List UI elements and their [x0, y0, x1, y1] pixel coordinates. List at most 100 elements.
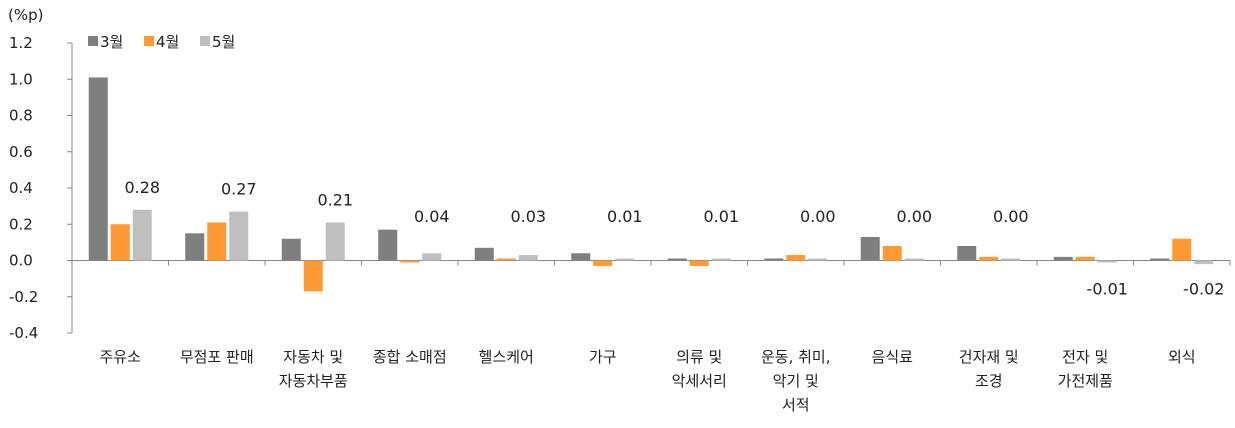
bar-4월-4 [496, 258, 516, 261]
category-label: 주유소 [100, 348, 142, 366]
data-label: -0.02 [1183, 280, 1224, 299]
bar-5월-5 [615, 258, 635, 261]
data-label: 0.27 [221, 180, 257, 199]
data-label: 0.00 [993, 207, 1029, 226]
category-label-line: 자동차 및 [283, 348, 343, 366]
category-label-line: 헬스케어 [479, 348, 534, 366]
bar-4월-0 [110, 224, 130, 261]
category-label: 무점포 판매 [180, 348, 254, 366]
bar-5월-9 [1001, 258, 1021, 261]
category-label-line: 종합 소매점 [373, 348, 447, 366]
category-label-line: 의류 및 [676, 348, 722, 366]
bar-3월-5 [571, 253, 591, 261]
bar-5월-2 [325, 222, 345, 261]
category-label: 헬스케어 [479, 348, 534, 366]
data-label: 0.00 [800, 207, 836, 226]
bar-5월-4 [518, 255, 538, 261]
bar-5월-11 [1194, 260, 1214, 265]
bar-5월-8 [904, 258, 924, 261]
bar-4월-9 [979, 256, 999, 261]
bar-3월-4 [474, 247, 494, 261]
data-label: 0.04 [414, 207, 450, 226]
y-axis: 1.2 1.0 0.8 0.6 0.4 0.2 0.0 -0.2 -0.4 [9, 34, 73, 342]
data-label: 0.21 [317, 190, 353, 209]
category-label-line: 서적 [782, 396, 810, 414]
data-label: -0.01 [1087, 280, 1128, 299]
legend-label: 3월 [100, 33, 123, 51]
legend-swatch [144, 36, 154, 46]
y-tick-label: 0.0 [9, 252, 33, 270]
category-label: 외식 [1168, 348, 1196, 366]
bar-3월-10 [1053, 256, 1073, 261]
category-label: 음식료 [872, 348, 914, 366]
y-tick-label: 0.4 [9, 179, 33, 197]
y-tick-label: 1.2 [9, 34, 33, 52]
legend-label: 4월 [156, 33, 179, 51]
category-label-line: 자동차부품 [279, 372, 348, 390]
bars [88, 77, 1214, 292]
category-label-line: 외식 [1168, 348, 1196, 366]
y-tick-label: 0.2 [9, 215, 33, 233]
data-label: 0.01 [703, 207, 739, 226]
category-label-line: 가전제품 [1058, 372, 1113, 390]
bar-5월-0 [132, 209, 152, 261]
bar-3월-3 [378, 229, 398, 261]
bar-4월-5 [593, 260, 613, 266]
data-label: 0.28 [124, 178, 160, 197]
category-label-line: 건자재 및 [959, 348, 1019, 366]
legend: 3월 4월 5월 [88, 33, 235, 51]
category-label-line: 조경 [975, 372, 1003, 390]
bar-4월-8 [882, 246, 902, 261]
data-label: 0.01 [607, 207, 643, 226]
bar-4월-3 [400, 260, 420, 263]
category-label-line: 주유소 [100, 348, 142, 366]
bar-3월-0 [88, 77, 108, 261]
category-label-line: 무점포 판매 [180, 348, 254, 366]
legend-swatch [200, 36, 210, 46]
y-tick-label: 0.8 [9, 107, 33, 125]
category-label-line: 전자 및 [1062, 348, 1108, 366]
bar-4월-1 [207, 222, 227, 261]
bar-3월-7 [764, 258, 784, 261]
data-labels: 0.28 0.27 0.21 0.04 0.03 0.01 0.01 0.00 0.00 0.00… [124, 178, 1224, 299]
category-label-line: 음식료 [872, 348, 914, 366]
bar-5월-7 [808, 258, 828, 261]
category-label: 가구 [589, 348, 617, 366]
bar-3월-1 [185, 233, 205, 261]
y-tick-label: 1.0 [9, 70, 33, 88]
y-tick-label: -0.4 [9, 324, 38, 342]
bar-5월-3 [422, 253, 442, 261]
bar-4월-11 [1172, 238, 1192, 261]
bar-5월-6 [711, 258, 731, 261]
y-tick-label: -0.2 [9, 288, 38, 306]
bar-5월-10 [1097, 260, 1117, 263]
category-label-line: 악기 및 [773, 372, 819, 390]
category-label-line: 악세서리 [672, 372, 727, 390]
legend-label: 5월 [212, 33, 235, 51]
bar-5월-1 [229, 211, 249, 261]
bar-4월-2 [303, 260, 323, 292]
y-tick-label: 0.6 [9, 143, 33, 161]
legend-swatch [88, 36, 98, 46]
bar-4월-10 [1075, 256, 1095, 261]
category-label: 종합 소매점 [373, 348, 447, 366]
bar-3월-8 [860, 236, 880, 261]
bar-3월-9 [957, 246, 977, 261]
bar-4월-7 [786, 255, 806, 261]
category-label-line: 가구 [589, 348, 617, 366]
bar-3월-2 [281, 238, 301, 261]
y-axis-unit: (%p) [8, 6, 43, 24]
bar-4월-6 [689, 260, 709, 266]
bar-3월-11 [1150, 258, 1170, 261]
data-label: 0.03 [510, 207, 546, 226]
category-label-line: 운동, 취미, [761, 348, 831, 366]
data-label: 0.00 [896, 207, 932, 226]
bar-3월-6 [667, 258, 687, 261]
